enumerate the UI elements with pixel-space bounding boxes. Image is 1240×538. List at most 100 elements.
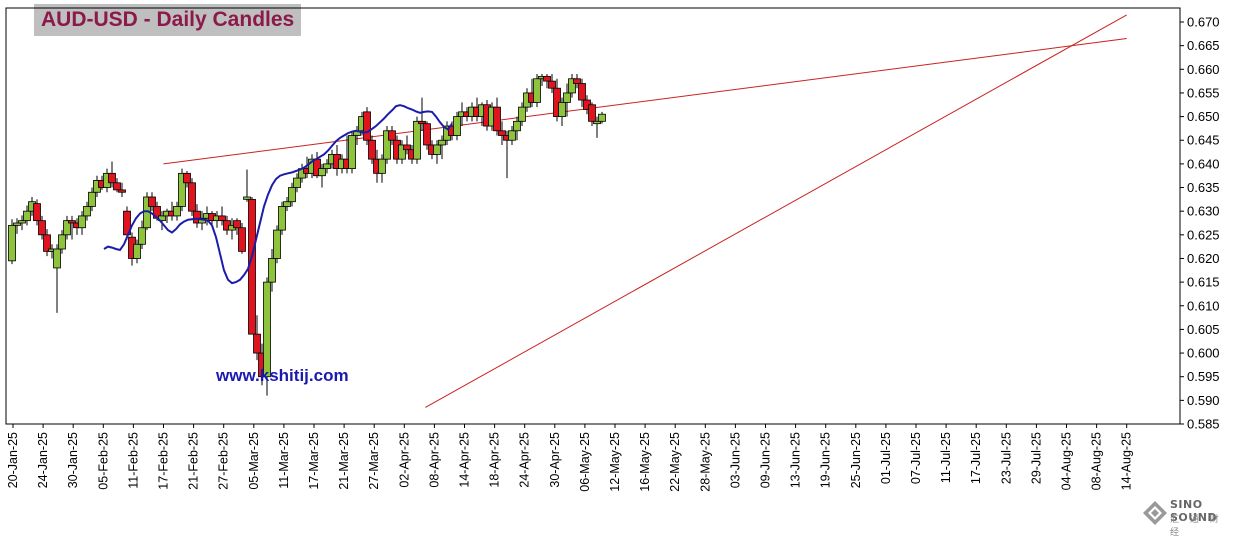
candle — [423, 121, 431, 150]
y-tick-label: 0.585 — [1187, 417, 1220, 432]
candle — [193, 204, 201, 228]
candle-body — [363, 111, 371, 141]
x-tick-label: 19-Jun-25 — [819, 432, 833, 488]
candle-body — [293, 177, 301, 188]
x-tick-label: 14-Aug-25 — [1120, 432, 1134, 490]
y-tick-label: 0.640 — [1187, 156, 1220, 171]
x-tick-label: 28-May-25 — [698, 432, 712, 492]
candle-body — [573, 78, 581, 84]
candle — [283, 196, 291, 212]
candle — [33, 199, 41, 226]
x-tick-label: 12-May-25 — [608, 432, 622, 492]
candle — [398, 140, 406, 164]
candle-body — [578, 83, 586, 101]
candle-body — [183, 172, 191, 184]
candle-body — [178, 172, 186, 207]
candle-body — [63, 220, 71, 236]
x-tick-label: 24-Jan-25 — [36, 432, 50, 488]
candle-body — [368, 139, 376, 160]
x-tick-label: 21-Feb-25 — [187, 432, 201, 490]
candle — [543, 74, 551, 89]
candle-body — [518, 106, 526, 122]
candle — [58, 230, 66, 254]
x-tick-label: 17-Mar-25 — [307, 432, 321, 490]
candle — [363, 107, 371, 145]
y-tick-label: 0.620 — [1187, 251, 1220, 266]
candle — [118, 182, 126, 197]
candle — [38, 215, 46, 240]
candle — [268, 249, 276, 292]
trendline — [425, 14, 1127, 408]
x-tick-label: 06-May-25 — [578, 432, 592, 492]
candle — [493, 97, 501, 136]
x-tick-label: 23-Jul-25 — [999, 432, 1013, 484]
candle — [273, 225, 281, 264]
candle — [253, 315, 261, 361]
candle — [518, 102, 526, 127]
candle — [83, 201, 91, 221]
candle — [598, 111, 606, 124]
candle — [238, 223, 246, 254]
x-tick-label: 24-Apr-25 — [518, 432, 532, 488]
website-label: www.kshitij.com — [216, 366, 349, 385]
plot-frame — [5, 7, 1181, 425]
candle-body — [383, 130, 391, 160]
candle-body — [193, 210, 201, 224]
x-tick-label: 07-Jul-25 — [909, 432, 923, 484]
candle — [413, 116, 421, 164]
candle-body — [173, 206, 181, 217]
x-tick-label: 29-Jul-25 — [1029, 432, 1043, 484]
candle — [293, 173, 301, 193]
candle-body — [288, 187, 296, 203]
candle-body — [498, 130, 506, 136]
candle-body — [33, 203, 41, 222]
candle — [563, 83, 571, 117]
candle-body — [108, 172, 116, 184]
candle — [508, 126, 516, 145]
candle — [533, 74, 541, 108]
candle-body — [323, 163, 331, 170]
x-tick-label: 02-Apr-25 — [397, 432, 411, 488]
candle — [288, 182, 296, 207]
candles-group — [8, 74, 606, 396]
candle — [573, 74, 581, 89]
candle-body — [38, 220, 46, 236]
candle-body — [218, 215, 226, 222]
x-tick-label: 08-Aug-25 — [1090, 432, 1104, 490]
x-tick-label: 30-Jan-25 — [66, 432, 80, 488]
x-tick-label: 25-Jun-25 — [849, 432, 863, 488]
candle — [318, 163, 326, 188]
y-tick-label: 0.635 — [1187, 180, 1220, 195]
y-tick-label: 0.670 — [1187, 15, 1220, 30]
candle-body — [278, 206, 286, 231]
candle-body — [88, 191, 96, 207]
candle — [243, 169, 251, 202]
candle-body — [8, 224, 16, 262]
candle-body — [13, 222, 21, 226]
candle — [558, 97, 566, 127]
candle-body — [138, 227, 146, 245]
y-tick-label: 0.615 — [1187, 275, 1220, 290]
x-tick-label: 11-Feb-25 — [126, 432, 140, 489]
y-tick-label: 0.645 — [1187, 133, 1220, 148]
x-tick-label: 21-Mar-25 — [337, 432, 351, 490]
candle-body — [23, 210, 31, 222]
candle — [218, 206, 226, 226]
candle — [568, 74, 576, 98]
candle-body — [348, 135, 356, 170]
candle-body — [423, 123, 431, 146]
chart-title: AUD-USD - Daily Candles — [34, 4, 302, 36]
candle — [13, 218, 21, 234]
candle — [278, 201, 286, 235]
candle — [593, 116, 601, 138]
y-tick-label: 0.655 — [1187, 85, 1220, 100]
candle-body — [18, 220, 26, 224]
candle-body — [78, 215, 86, 229]
candle-body — [433, 144, 441, 155]
candle-body — [378, 158, 386, 174]
x-tick-label: 27-Mar-25 — [367, 432, 381, 490]
y-tick-label: 0.595 — [1187, 369, 1220, 384]
x-tick-label: 04-Aug-25 — [1060, 432, 1074, 490]
candle-body — [268, 258, 276, 283]
